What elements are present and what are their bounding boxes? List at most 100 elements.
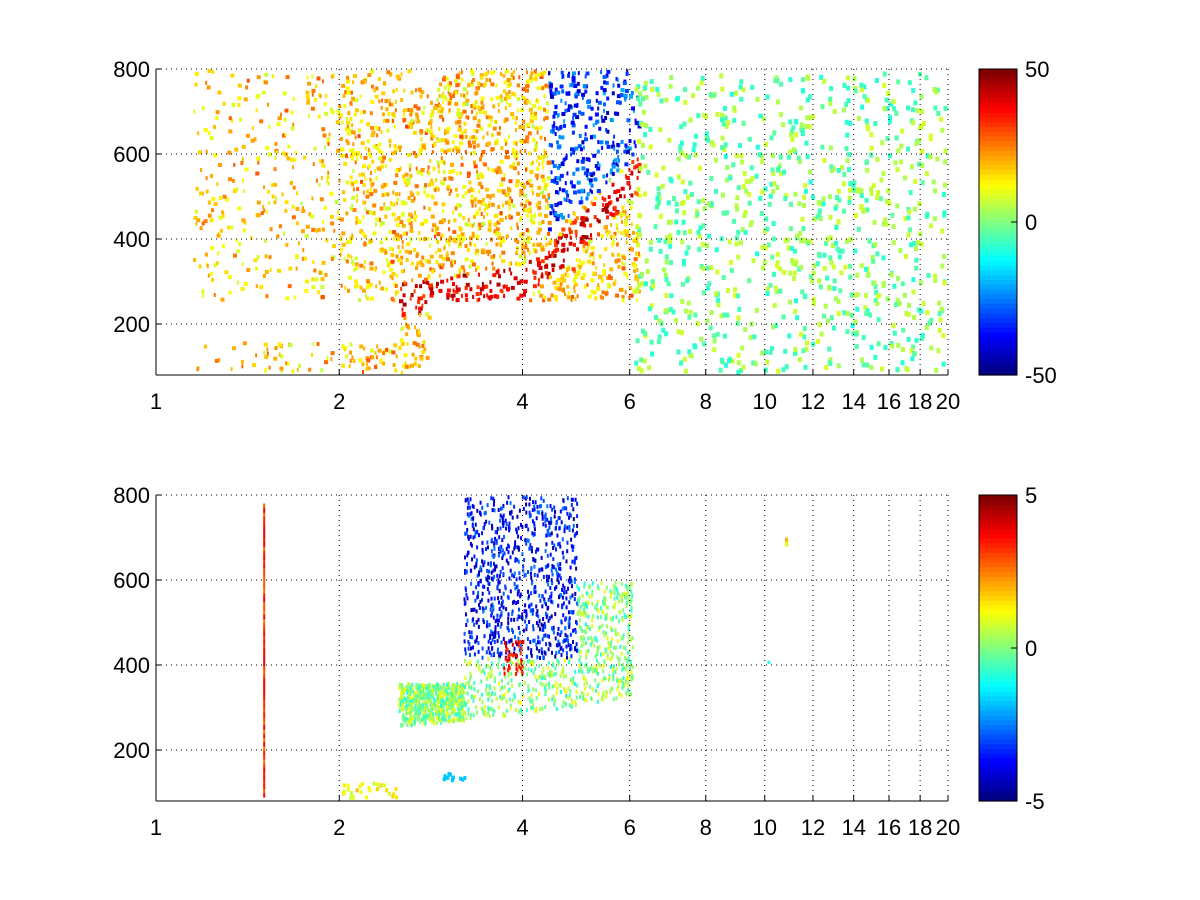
heatmap-cell [574, 669, 577, 674]
heatmap-cell [311, 277, 315, 282]
heatmap-cell [591, 665, 594, 670]
x-tick-label: 20 [936, 389, 960, 414]
heatmap-cell [537, 201, 540, 206]
heatmap-cell [502, 203, 504, 208]
heatmap-cell [492, 577, 494, 582]
heatmap-cell [907, 80, 912, 86]
heatmap-cell [549, 91, 553, 96]
heatmap-cell [636, 268, 639, 272]
heatmap-cell [545, 642, 548, 647]
heatmap-cell [514, 153, 519, 158]
heatmap-cell [395, 254, 399, 259]
heatmap-cell [585, 698, 588, 703]
heatmap-cell [281, 151, 285, 156]
heatmap-cell [483, 634, 486, 639]
heatmap-cell [499, 687, 502, 692]
heatmap-cell [441, 686, 444, 691]
heatmap-cell [410, 118, 414, 123]
heatmap-cell [350, 90, 353, 95]
heatmap-cell [672, 196, 676, 201]
heatmap-cell [371, 159, 375, 164]
heatmap-cell [413, 361, 417, 366]
heatmap-cell [570, 654, 573, 659]
heatmap-cell [517, 534, 520, 539]
heatmap-cell [587, 614, 590, 619]
heatmap-cell [422, 702, 424, 707]
heatmap-cell [626, 587, 628, 592]
heatmap-cell [378, 99, 381, 104]
heatmap-cell [866, 126, 871, 132]
heatmap-cell [452, 282, 455, 286]
heatmap-cell [541, 178, 546, 183]
heatmap-cell [490, 641, 493, 646]
heatmap-cell [494, 530, 497, 535]
heatmap-cell [539, 655, 541, 660]
heatmap-cell [438, 263, 441, 268]
heatmap-cell [731, 162, 736, 168]
heatmap-cell [724, 362, 728, 368]
heatmap-cell [285, 296, 290, 301]
heatmap-cell [654, 204, 659, 210]
heatmap-cell [548, 143, 552, 147]
heatmap-cell [462, 696, 465, 701]
heatmap-cell [445, 76, 449, 81]
grid [156, 68, 948, 375]
heatmap-cell [213, 153, 218, 158]
heatmap-cell [795, 315, 800, 321]
heatmap-cell [315, 178, 318, 183]
heatmap-cell [611, 91, 615, 96]
heatmap-cell [911, 277, 916, 283]
heatmap-cell [467, 699, 470, 704]
heatmap-cell [765, 94, 770, 100]
heatmap-cell [898, 248, 903, 253]
heatmap-cell [430, 133, 434, 138]
heatmap-cell [436, 682, 439, 687]
heatmap-cell [477, 649, 480, 654]
heatmap-cell [436, 703, 438, 708]
heatmap-cell [848, 263, 853, 269]
heatmap-cell [649, 303, 654, 309]
heatmap-cell [525, 135, 530, 140]
heatmap-cell [370, 125, 375, 130]
heatmap-cell [534, 674, 537, 679]
heatmap-cell [311, 285, 316, 290]
heatmap-cell [364, 259, 367, 264]
heatmap-cell [847, 195, 852, 201]
heatmap-cell [798, 230, 803, 236]
heatmap-cell [550, 160, 555, 165]
heatmap-cell [228, 177, 233, 182]
heatmap-cell [351, 259, 354, 264]
heatmap-cell [630, 193, 634, 198]
colorbar-tick-label: 50 [1025, 57, 1049, 82]
heatmap-cell [375, 355, 378, 360]
heatmap-cell [775, 260, 780, 266]
heatmap-cell [627, 623, 630, 628]
heatmap-cell [508, 199, 511, 204]
heatmap-cell [493, 596, 496, 601]
heatmap-cell [472, 116, 477, 121]
heatmap-cell [705, 265, 710, 271]
heatmap-cell [539, 627, 541, 632]
heatmap-cell [267, 152, 272, 157]
heatmap-cell [274, 196, 277, 201]
heatmap-cell [741, 364, 746, 370]
heatmap-cell [565, 605, 568, 610]
heatmap-cell [431, 150, 434, 154]
heatmap-cell [417, 300, 421, 305]
heatmap-cell [499, 211, 503, 216]
heatmap-cell [530, 648, 533, 653]
heatmap-cell [480, 248, 485, 253]
heatmap-cell [500, 622, 503, 626]
heatmap-cell [539, 156, 542, 161]
heatmap-cell [573, 533, 576, 538]
heatmap-cell [491, 553, 494, 558]
heatmap-cell [574, 647, 576, 652]
heatmap-cell [781, 314, 786, 320]
heatmap-cell [895, 167, 900, 173]
heatmap-cell [573, 190, 577, 195]
heatmap-cell [770, 167, 775, 173]
heatmap-cell [241, 218, 246, 223]
heatmap-cell [390, 102, 394, 107]
heatmap-cell [575, 689, 578, 694]
heatmap-cell [533, 524, 536, 529]
